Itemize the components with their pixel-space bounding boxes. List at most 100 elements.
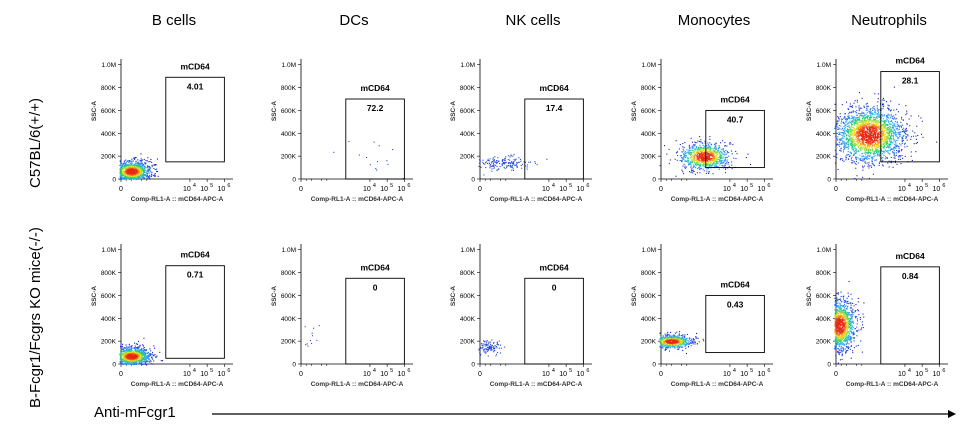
event-dot [690,166,692,168]
event-dot [878,114,880,116]
event-dot [858,138,860,140]
y-axis-label: SSC-A [91,101,98,122]
event-dot [133,178,135,180]
event-dot [875,120,877,122]
y-axis-label: SSC-A [806,101,813,122]
event-dot [875,149,877,151]
event-dot [730,143,732,145]
event-dot [871,123,873,125]
event-dot [902,119,904,121]
event-dot [871,112,873,114]
event-dot [867,138,869,140]
event-dot [872,107,874,109]
event-dot [874,135,876,137]
event-dot [702,159,704,161]
event-dot [683,159,685,161]
event-dot [141,159,143,161]
event-dot [854,122,856,124]
event-dot [838,131,840,133]
event-dot [138,166,140,168]
event-dot [882,108,884,110]
event-dot [840,158,842,160]
event-dot [896,145,898,147]
event-dot [140,153,142,155]
event-dot [130,168,132,170]
event-dot [883,115,885,117]
event-dot [866,140,868,142]
event-dot [133,176,135,178]
event-dot [135,176,137,178]
event-dot [143,177,145,179]
event-dot [863,159,865,161]
event-dot [887,149,889,151]
event-dot [139,166,141,168]
event-dot [850,158,852,160]
event-dot [701,160,703,162]
event-dot [127,349,129,351]
event-dot [862,176,864,178]
event-dot [703,161,705,163]
event-dot [706,156,708,158]
event-dot [865,133,867,135]
event-dot [887,138,889,140]
event-dot [694,144,696,146]
event-dot [905,127,907,129]
event-dot [707,147,709,149]
event-dot [491,170,493,172]
event-dot [702,147,704,149]
event-dot [886,157,888,159]
event-dot [886,136,888,138]
event-dot [876,155,878,157]
event-dot [676,151,678,153]
event-dot [515,164,517,166]
event-dot [139,167,141,169]
x-tick-exponent: 5 [210,368,213,374]
event-dot [127,170,129,172]
event-dot [881,141,883,143]
event-dot [148,161,150,163]
event-dot [860,107,862,109]
event-dot [891,134,893,136]
event-dot [493,164,495,166]
event-dot [138,176,140,178]
y-tick-label: 400K [641,131,657,138]
event-dot [713,162,715,164]
event-dot [704,155,706,157]
event-dot [862,155,864,157]
event-dot [125,159,127,161]
event-dot [876,129,878,131]
event-dot [139,176,141,178]
event-dot [689,147,691,149]
y-tick-label: 600K [641,108,657,115]
event-dot [124,173,126,175]
event-dot [146,352,148,354]
event-dot [865,162,867,164]
event-dot [868,137,870,139]
event-dot [852,148,854,150]
event-dot [135,173,137,175]
gate-percent: 72.2 [367,103,384,113]
event-dot [141,174,143,176]
event-dot [696,146,698,148]
event-dot [868,177,870,179]
event-dot [901,142,903,144]
event-dot [698,149,700,151]
event-dot [703,146,705,148]
event-dot [135,166,137,168]
event-dot [694,158,696,160]
event-dot [881,150,883,152]
event-dot [138,170,140,172]
event-dot [136,178,138,180]
event-dot [720,162,722,164]
event-dot [124,177,126,179]
event-dot [151,166,153,168]
event-dot [504,159,506,161]
event-dot [866,152,868,154]
event-dot [883,114,885,116]
event-dot [122,357,124,359]
event-dot [885,101,887,103]
event-dot [699,153,701,155]
event-dot [143,174,145,176]
event-dot [893,157,895,159]
event-dot [869,148,871,150]
